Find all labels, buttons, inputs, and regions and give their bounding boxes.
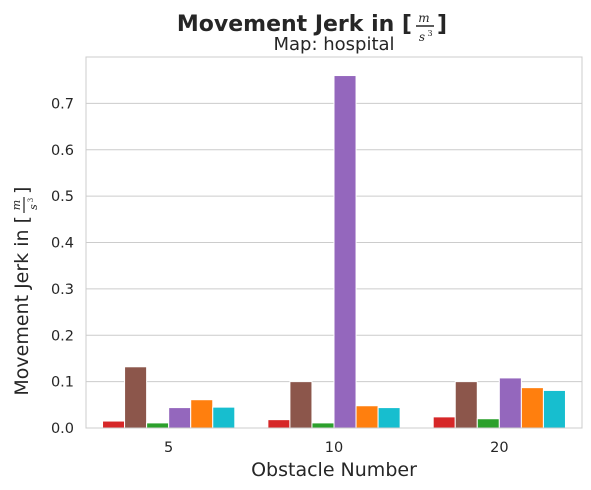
y-tick-label: 0.5 — [51, 189, 74, 205]
bar — [355, 405, 379, 429]
chart-title-prefix: Movement Jerk in [ — [177, 12, 412, 37]
y-axis-label-suffix: ] — [11, 187, 33, 194]
x-tick-labels: 5 10 20 — [164, 440, 509, 456]
x-axis-label: Obstacle Number — [251, 459, 417, 481]
bar — [212, 406, 236, 429]
y-tick-label: 0.6 — [51, 143, 74, 159]
bar — [377, 407, 401, 429]
y-tick-label: 0.2 — [51, 328, 74, 344]
bar — [124, 366, 148, 429]
x-tick-label: 5 — [164, 440, 173, 456]
chart-title: Movement Jerk in [ m s 3 ] — [177, 11, 447, 44]
bar — [289, 381, 313, 429]
y-axis-label-prefix: Movement Jerk in [ — [11, 216, 33, 396]
y-axis-label-unit-denominator: s — [27, 204, 40, 210]
chart-title-unit-exponent: 3 — [427, 29, 432, 38]
plot-frame — [85, 56, 583, 429]
x-tick-label: 20 — [490, 440, 508, 456]
bar — [498, 377, 522, 429]
y-tick-label: 0.0 — [51, 421, 74, 437]
y-axis-label-unit-exponent: 3 — [27, 198, 35, 202]
bar — [190, 399, 214, 429]
bars-group — [102, 75, 566, 429]
bar — [432, 416, 456, 429]
chart-subtitle: Map: hospital — [273, 34, 394, 55]
bar — [311, 422, 335, 429]
bar — [168, 407, 192, 429]
y-tick-label: 0.3 — [51, 282, 74, 298]
y-tick-label: 0.1 — [51, 375, 74, 391]
y-tick-label: 0.7 — [51, 96, 74, 112]
y-axis-label: Movement Jerk in [ m s 3 ] — [10, 187, 40, 396]
bar — [267, 419, 291, 429]
chart-title-unit-denominator: s — [419, 30, 425, 44]
bar — [146, 422, 170, 429]
y-tick-label: 0.4 — [51, 236, 74, 252]
bar — [333, 75, 357, 429]
bar — [476, 418, 500, 429]
bar — [102, 420, 126, 429]
bar — [520, 387, 544, 429]
y-axis-label-unit-numerator: m — [10, 200, 23, 210]
bar — [542, 389, 566, 429]
x-tick-label: 10 — [325, 440, 343, 456]
chart-title-unit-numerator: m — [418, 11, 429, 25]
y-tick-labels: 0.0 0.1 0.2 0.3 0.4 0.5 0.6 0.7 — [51, 96, 74, 437]
chart-title-suffix: ] — [437, 12, 447, 37]
bar — [454, 381, 478, 429]
